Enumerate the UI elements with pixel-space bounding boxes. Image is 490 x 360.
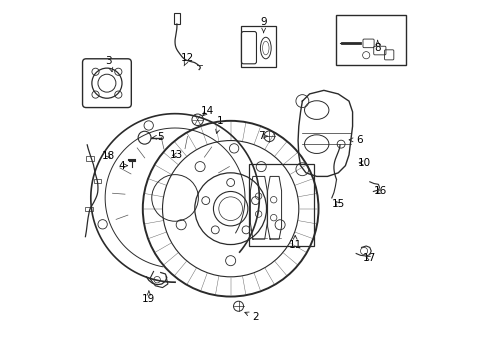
Bar <box>87 156 94 161</box>
Text: 11: 11 <box>289 235 302 249</box>
Text: 14: 14 <box>201 106 214 116</box>
Text: 12: 12 <box>181 53 194 66</box>
Text: 3: 3 <box>105 56 113 72</box>
Text: 19: 19 <box>142 291 155 304</box>
Text: 7: 7 <box>258 131 268 141</box>
Text: 16: 16 <box>374 186 387 197</box>
Text: 17: 17 <box>363 253 376 263</box>
Text: 10: 10 <box>358 158 370 168</box>
Bar <box>241 26 276 67</box>
Bar <box>337 15 406 65</box>
Text: 4: 4 <box>118 161 128 171</box>
Bar <box>94 179 101 183</box>
Text: 18: 18 <box>101 150 115 161</box>
Bar <box>85 207 93 211</box>
Text: 6: 6 <box>349 135 363 145</box>
Text: 9: 9 <box>260 17 267 33</box>
Text: 2: 2 <box>245 312 259 322</box>
Bar <box>174 13 180 24</box>
Text: 15: 15 <box>332 199 345 210</box>
Text: 5: 5 <box>152 132 164 142</box>
Bar <box>248 164 314 246</box>
Text: 8: 8 <box>374 40 381 53</box>
Text: 1: 1 <box>216 116 223 134</box>
Text: 13: 13 <box>170 150 183 160</box>
